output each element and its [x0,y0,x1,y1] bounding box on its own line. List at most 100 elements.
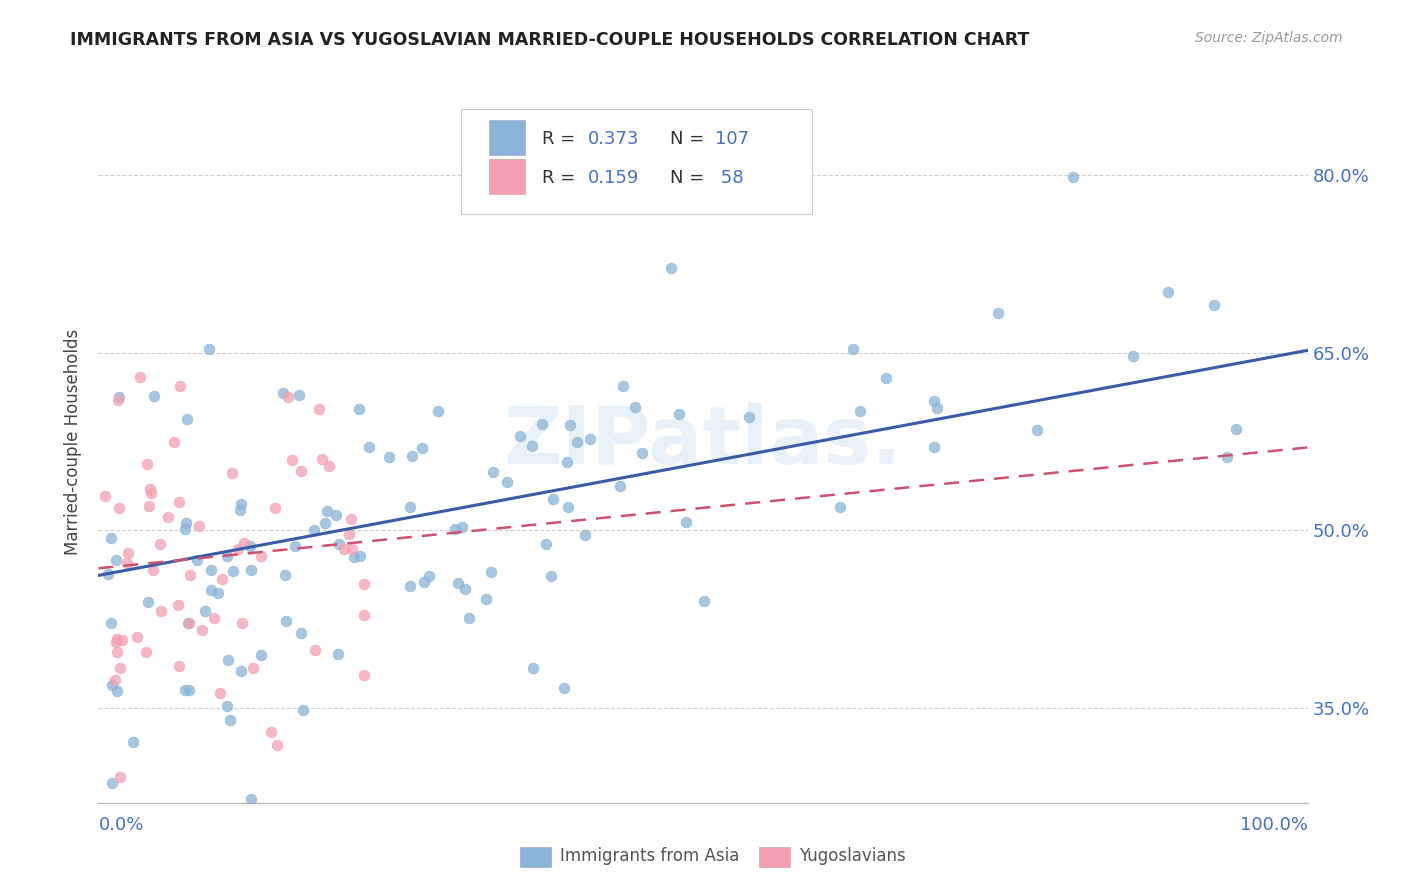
Point [333,541,356,556]
Point [659,261,682,276]
Point [215,549,238,564]
Point [277,390,299,404]
Point [553,681,575,695]
Point [308,402,330,417]
Point [110,633,132,648]
Point [108,390,131,404]
Point [156,509,179,524]
Point [557,500,579,514]
Point [105,553,128,567]
FancyBboxPatch shape [461,109,811,214]
Point [314,516,336,530]
Point [239,539,262,553]
Point [302,523,325,537]
Point [737,410,759,425]
Text: N =: N = [671,130,710,148]
Point [290,463,312,477]
Point [543,491,565,506]
Point [211,572,233,586]
Point [108,770,131,784]
Point [121,734,143,748]
Point [574,528,596,542]
Point [221,466,243,480]
Point [349,401,371,416]
Point [922,393,945,408]
Point [266,738,288,752]
Point [1026,423,1049,437]
Point [558,417,581,432]
Point [179,616,201,631]
Point [555,455,578,469]
FancyBboxPatch shape [489,120,526,154]
Point [136,595,159,609]
Point [922,440,945,454]
Point [675,515,697,529]
Point [221,564,243,578]
Point [353,608,375,623]
Point [353,668,375,682]
Point [167,598,190,612]
Point [141,486,163,500]
Point [482,465,505,479]
Point [479,566,502,580]
Point [411,442,433,456]
Point [105,635,128,649]
Text: Immigrants from Asia: Immigrants from Asia [560,847,740,865]
Point [217,653,239,667]
Point [194,604,217,618]
Point [169,379,191,393]
Text: 0.159: 0.159 [588,169,640,186]
Text: 107: 107 [716,130,749,148]
Point [138,482,160,496]
Point [217,699,239,714]
Point [138,499,160,513]
Point [412,574,434,589]
Point [128,369,150,384]
Point [357,440,380,454]
Point [200,582,222,597]
Point [110,661,132,675]
Point [264,500,287,515]
Point [495,475,517,489]
Text: R =: R = [543,169,581,186]
Point [284,539,307,553]
Point [280,452,302,467]
Text: R =: R = [543,130,581,148]
Point [187,519,209,533]
Point [447,576,470,591]
Point [668,408,690,422]
Point [149,536,172,550]
Point [202,611,225,625]
Point [174,682,197,697]
Point [232,536,254,550]
Y-axis label: Married-couple Households: Married-couple Households [65,328,83,555]
Point [176,412,198,426]
Point [136,457,159,471]
Point [1122,349,1144,363]
Point [311,452,333,467]
Point [231,615,253,630]
Point [291,703,314,717]
Point [228,542,250,557]
Point [454,582,477,596]
Point [828,500,851,514]
Point [578,432,600,446]
Point [127,630,149,644]
Point [250,549,273,564]
Text: 100.0%: 100.0% [1240,816,1308,834]
Point [1062,169,1084,184]
Point [1157,285,1180,300]
Point [530,417,553,432]
Point [623,400,645,414]
Point [271,385,294,400]
Point [399,579,422,593]
Point [631,446,654,460]
Point [174,522,197,536]
FancyBboxPatch shape [489,159,526,194]
Point [104,673,127,688]
Point [209,686,232,700]
Point [200,563,222,577]
Point [318,458,340,473]
Point [509,428,531,442]
Point [149,604,172,618]
